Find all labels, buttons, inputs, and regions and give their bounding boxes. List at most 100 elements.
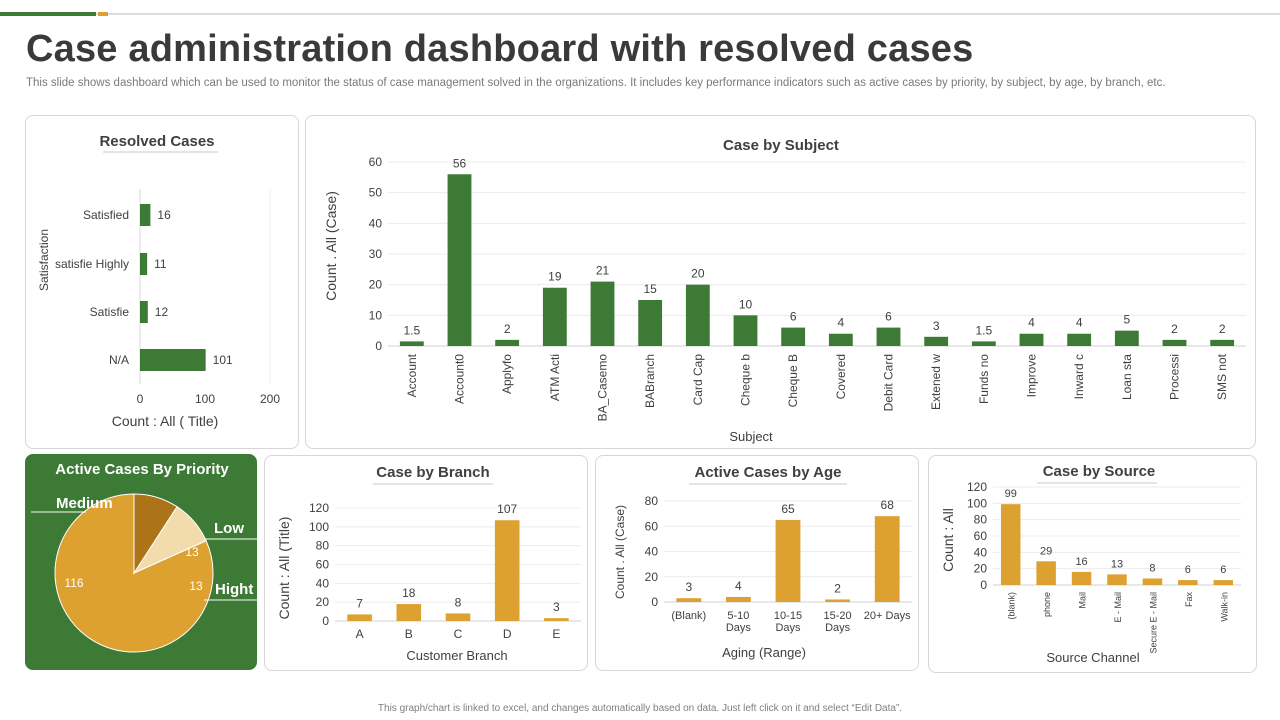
y-tick-label: 60 [974,529,988,543]
active-cases-by-priority-chart[interactable]: Active Cases By Priority 116 13 13 Medium Lo… [26,455,258,671]
bar [1071,571,1092,585]
data-label: 116 [64,576,83,590]
data-label: 4 [735,579,742,593]
y-tick-label: 40 [316,576,330,590]
data-label: 13 [189,579,203,593]
y-tick-label: 20 [316,595,330,609]
x-tick-label: 20+ Days [864,610,911,622]
data-label: 18 [402,586,416,600]
x-tick-label: 200 [260,392,280,406]
data-label: 107 [497,502,517,516]
data-label: 19 [548,270,562,284]
y-tick-label: 10 [369,308,383,322]
y-axis-label: Count . All (Case) [323,191,339,301]
case-by-subject-chart[interactable]: Case by Subject Count . All (Case) Subje… [306,116,1257,450]
data-label: 5 [1123,313,1130,327]
data-label: 8 [455,595,462,609]
bar [494,520,520,621]
bar [1067,333,1092,346]
x-tick-label: Mail [1078,592,1088,609]
bar [1114,330,1139,346]
y-tick-label: 80 [974,513,988,527]
accent-green [0,12,96,16]
x-tick-label: C [454,627,463,641]
active-cases-by-age-chart[interactable]: Active Cases by Age Count . All (Case) A… [596,456,920,672]
x-tick-label: ATM Acti [548,354,562,401]
bar [140,301,148,323]
bar [1178,580,1198,585]
y-tick-label: 60 [316,558,330,572]
chart-title: Case by Source [1043,463,1156,480]
x-tick-label: SMS not [1215,353,1229,400]
data-label: 1.5 [403,323,420,337]
x-tick-label: (Blank) [671,610,706,622]
resolved-cases-chart[interactable]: Resolved Cases Satisfaction Count : All … [26,116,300,450]
x-tick-label: Account [405,353,419,397]
y-tick-label: 20 [645,570,659,584]
y-tick-label: 0 [375,339,382,353]
x-tick-label: Loan sta [1120,354,1134,400]
data-label: 6 [1220,564,1226,576]
chart-title: Active Cases By Priority [55,461,229,478]
legend-label: Medium [56,495,113,512]
x-tick-label: Funds no [977,354,991,404]
x-tick-label: 100 [195,392,215,406]
case-by-branch-panel: Case by Branch Count : All (Title) Custo… [264,455,588,671]
x-tick-label: phone [1042,592,1052,617]
bar [971,341,996,346]
x-tick-label: D [503,627,512,641]
case-by-source-chart[interactable]: Case by Source Count : All Source Channe… [929,456,1258,674]
bar [638,300,663,346]
x-tick-label: E - Mail [1113,592,1123,623]
bar [828,333,853,346]
bar [140,253,148,275]
x-tick-label: Improve [1025,354,1039,398]
x-axis-label: Subject [729,429,773,444]
y-tick-label: 100 [967,496,987,510]
case-by-subject-panel: Case by Subject Count . All (Case) Subje… [305,115,1256,449]
y-tick-label: 120 [309,501,329,515]
case-by-branch-chart[interactable]: Case by Branch Count : All (Title) Custo… [265,456,589,672]
data-label: 11 [154,257,167,271]
data-label: 12 [155,305,169,319]
y-tick-label: 120 [967,480,987,494]
pie-slice [133,493,178,575]
y-tick-label: 80 [645,494,659,508]
bar [685,284,710,346]
data-label: 20 [691,267,705,281]
x-tick-label: Processi [1168,354,1182,400]
page-subtitle: This slide shows dashboard which can be … [26,77,1166,89]
bar [876,327,901,346]
y-tick-label: 0 [322,614,329,628]
bar [825,599,850,602]
x-tick-label: 15-20 Days [824,610,852,634]
x-tick-label: Cheque B [786,354,800,407]
resolved-cases-panel: Resolved Cases Satisfaction Count : All … [25,115,299,449]
x-tick-label: Covered [834,354,848,399]
accent-gold [98,12,108,16]
x-tick-label: Debit Card [882,354,896,411]
data-label: 1.5 [975,323,992,337]
y-tick-label: 100 [309,520,329,534]
data-label: 4 [1076,316,1083,330]
bar [1142,578,1163,585]
active-cases-by-age-panel: Active Cases by Age Count . All (Case) A… [595,455,919,671]
x-tick-label: (blank) [1007,592,1017,620]
y-tick-label: 0 [651,595,658,609]
data-label: 2 [504,322,511,336]
footer-note: This graph/chart is linked to excel, and… [377,703,903,714]
y-tick-label: 30 [369,247,383,261]
data-label: 56 [453,156,467,170]
data-label: 2 [1219,322,1226,336]
data-label: 21 [596,264,610,278]
data-label: 6 [790,310,797,324]
y-tick-label: 50 [369,186,383,200]
y-tick-label: Satisfied [83,208,129,222]
data-label: 68 [881,498,895,512]
bar [781,327,806,346]
x-tick-label: A [356,627,364,641]
bar [544,618,569,621]
legend-label: Low [214,520,244,537]
chart-title: Case by Subject [723,137,839,154]
y-tick-label: 60 [645,519,659,533]
